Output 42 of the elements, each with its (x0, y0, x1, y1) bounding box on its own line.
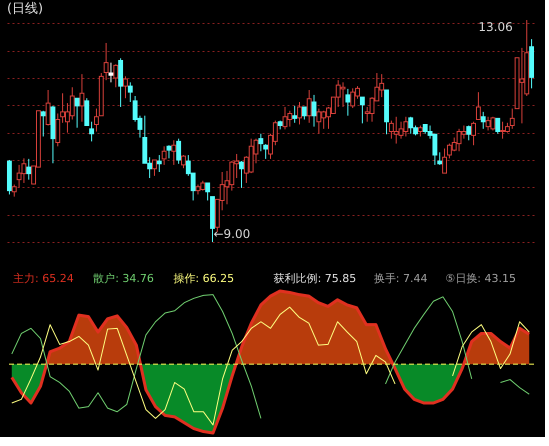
candlestick (476, 92, 481, 120)
text: 散户: 34.76 (93, 272, 154, 285)
candlestick (166, 144, 172, 159)
text: ⑤日换: 43.15 (445, 272, 516, 285)
candlestick (181, 154, 186, 169)
candlestick (345, 88, 350, 116)
annotation: ←9.00 (213, 227, 250, 241)
candlestick (306, 89, 312, 124)
text: 主力: 65.24 (13, 272, 74, 285)
candlestick (108, 62, 114, 83)
candlestick (162, 146, 167, 166)
text: 操作: 66.25 (173, 272, 234, 285)
candlestick (156, 154, 162, 173)
candlestick (46, 89, 51, 126)
candlestick (94, 108, 99, 132)
candlestick (171, 140, 176, 166)
text: 换手: 7.44 (374, 272, 428, 285)
candlestick (113, 64, 118, 88)
candlestick (176, 138, 182, 164)
candlestick (26, 158, 32, 180)
candlestick (40, 110, 46, 137)
annotation: 13.06 (478, 20, 513, 34)
candlestick (104, 42, 109, 81)
candlestick (123, 76, 128, 99)
candlestick (418, 125, 423, 137)
candlestick (152, 159, 157, 176)
candlestick (297, 102, 302, 125)
candlestick (292, 105, 298, 124)
candlestick (495, 118, 500, 134)
candlestick (239, 160, 244, 188)
candlestick (302, 106, 307, 120)
candlestick (80, 74, 84, 122)
candlestick (74, 98, 80, 128)
candlestick (89, 121, 94, 142)
candlestick (205, 182, 210, 201)
candlestick (471, 121, 476, 146)
candlestick (442, 148, 447, 174)
candlestick (360, 96, 365, 124)
text: 获利比例: 75.85 (274, 272, 356, 285)
chart-title: (日线) (6, 2, 44, 16)
candlestick (312, 94, 316, 128)
candlestick (466, 125, 472, 141)
